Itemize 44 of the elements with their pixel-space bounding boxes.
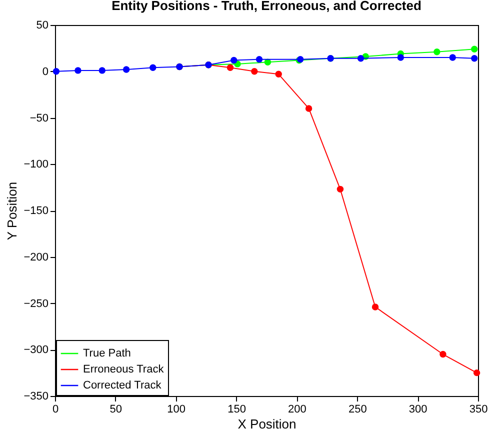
point	[74, 67, 82, 74]
y-tick-label: −200	[24, 251, 48, 264]
point	[336, 186, 344, 193]
chart-title: Entity Positions - Truth, Erroneous, and Corrected	[112, 0, 422, 13]
point	[226, 64, 234, 72]
y-tick-label: −350	[24, 390, 48, 402]
point	[440, 350, 446, 358]
point	[357, 55, 364, 62]
x-tick-label: 100	[167, 404, 186, 416]
point	[122, 66, 130, 73]
point	[98, 67, 106, 74]
x-tick-label: 150	[228, 404, 246, 416]
legend-label: Corrected Track	[83, 380, 162, 392]
point	[473, 369, 480, 376]
y-tick-label: −50	[30, 112, 48, 124]
x-axis-title: X Position	[238, 416, 296, 432]
point	[230, 56, 238, 64]
point	[372, 304, 379, 310]
point	[471, 55, 478, 62]
x-tick-label: 50	[110, 404, 122, 416]
point	[434, 48, 440, 56]
x-tick-label: 0	[52, 404, 59, 416]
point	[150, 64, 156, 72]
y-tick-label: −150	[24, 205, 48, 217]
point	[305, 105, 312, 112]
x-tick-label: 200	[288, 404, 306, 416]
x-tick-label: 250	[348, 404, 367, 416]
y-tick-label: 0	[42, 66, 48, 78]
x-tick-label: 350	[469, 404, 488, 416]
y-tick-label: −250	[24, 298, 48, 310]
point	[256, 56, 263, 63]
legend-label: True Path	[83, 348, 131, 360]
point	[251, 68, 258, 75]
y-tick-label: −100	[24, 158, 48, 171]
point	[275, 70, 282, 78]
y-tick-label: −300	[24, 344, 48, 356]
point	[52, 68, 60, 75]
point	[471, 46, 478, 52]
x-tick-label: 300	[408, 404, 428, 416]
legend-label: Erroneous Track	[83, 364, 164, 376]
y-axis-title: Y Position	[4, 182, 20, 240]
point	[397, 54, 404, 61]
point	[449, 54, 456, 61]
y-tick-label: 50	[36, 20, 48, 32]
